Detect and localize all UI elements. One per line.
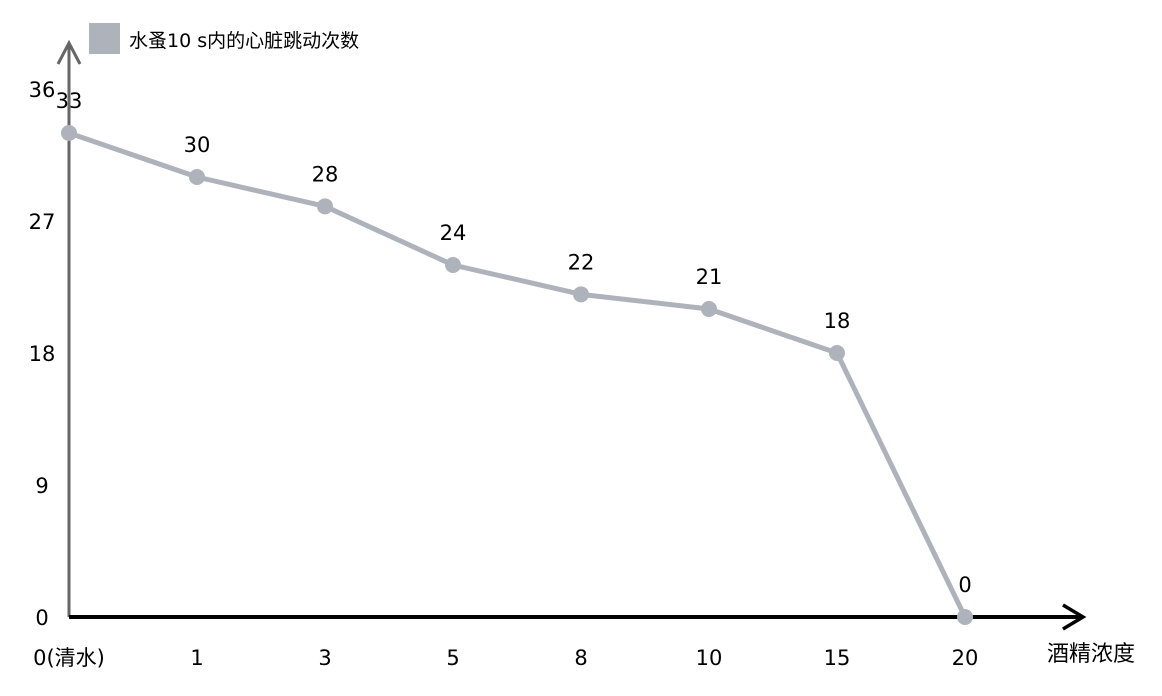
data-label: 0 xyxy=(958,573,971,597)
x-axis-arrowhead xyxy=(1062,603,1087,631)
x-tick-label: 3 xyxy=(318,646,331,670)
data-label: 33 xyxy=(56,89,83,113)
legend-swatch xyxy=(89,23,120,54)
data-label: 28 xyxy=(312,162,339,186)
data-point xyxy=(189,169,205,185)
data-labels: 33 30 28 24 22 21 18 0 xyxy=(56,89,972,597)
data-label: 30 xyxy=(184,133,211,157)
series-line xyxy=(68,130,968,619)
y-tick-label: 9 xyxy=(35,474,48,498)
x-tick-label: 20 xyxy=(952,646,979,670)
data-label: 24 xyxy=(440,221,467,245)
x-tick-label: 15 xyxy=(824,646,851,670)
x-tick-label: 1 xyxy=(190,646,203,670)
legend-label: 水蚤10 s内的心脏跳动次数 xyxy=(129,30,359,52)
y-tick-label: 18 xyxy=(29,342,56,366)
y-tick-labels: 0 9 18 27 36 xyxy=(29,78,56,630)
x-axis-title: 酒精浓度 xyxy=(1047,642,1135,667)
data-label: 18 xyxy=(824,309,851,333)
x-tick-label: 10 xyxy=(696,646,723,670)
x-tick-labels: 0(清水) 1 3 5 8 10 15 20 xyxy=(33,646,978,670)
data-label: 21 xyxy=(696,265,723,289)
data-point xyxy=(445,257,461,273)
data-point xyxy=(317,198,333,215)
y-tick-label: 27 xyxy=(29,210,56,234)
data-point xyxy=(573,286,589,303)
data-point xyxy=(829,345,845,361)
data-point xyxy=(61,125,77,141)
x-tick-label: 8 xyxy=(574,646,587,670)
data-point xyxy=(957,609,973,625)
y-axis-arrowhead xyxy=(56,39,82,65)
data-point xyxy=(701,301,717,317)
series-group xyxy=(61,125,973,625)
x-tick-label: 5 xyxy=(446,646,459,670)
y-tick-label: 36 xyxy=(29,78,56,102)
y-tick-label: 0 xyxy=(35,606,48,630)
data-label: 22 xyxy=(568,250,595,274)
x-tick-label: 0(清水) xyxy=(33,646,105,670)
